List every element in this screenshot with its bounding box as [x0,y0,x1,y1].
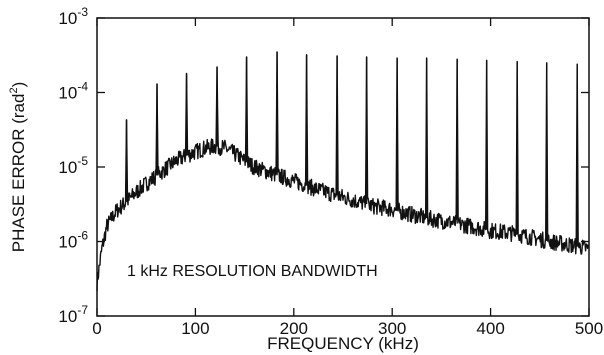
y-axis-ticks: 10-710-610-510-410-3 [58,5,589,326]
x-tick-label: 300 [378,319,406,338]
x-tick-label: 100 [181,319,209,338]
x-tick-label: 200 [280,319,308,338]
y-tick-exponent: -4 [77,80,88,94]
spectrum-line [96,51,590,291]
y-tick-exponent: -3 [77,5,88,19]
x-tick-label: 400 [476,319,504,338]
y-axis-label-close: ) [9,82,28,88]
y-tick-label: 10-6 [58,229,88,252]
y-tick-label: 10-5 [58,154,88,177]
y-tick-base: 10 [58,84,77,103]
y-axis-label: PHASE ERROR (rad2) [8,82,28,253]
x-axis-label: FREQUENCY (kHz) [267,334,419,353]
y-tick-base: 10 [58,158,77,177]
y-tick-exponent: -7 [77,303,88,317]
y-axis-label-exponent: 2 [8,87,20,93]
y-tick-exponent: -6 [77,229,88,243]
spectrum-series [96,51,590,291]
x-axis-ticks: 0 100 200 300 400 500 [92,18,603,338]
x-tick-label: 0 [92,319,101,338]
y-tick-label: 10-7 [58,303,88,326]
y-axis-label-text: PHASE ERROR (rad [9,94,28,253]
y-tick-base: 10 [58,9,77,28]
x-tick-label: 500 [575,319,603,338]
y-tick-base: 10 [58,233,77,252]
y-tick-exponent: -5 [77,154,88,168]
y-tick-label: 10-4 [58,80,88,103]
y-tick-label: 10-3 [58,5,88,28]
y-tick-base: 10 [58,307,77,326]
annotation-label: 1 kHz RESOLUTION BANDWIDTH [127,263,378,280]
